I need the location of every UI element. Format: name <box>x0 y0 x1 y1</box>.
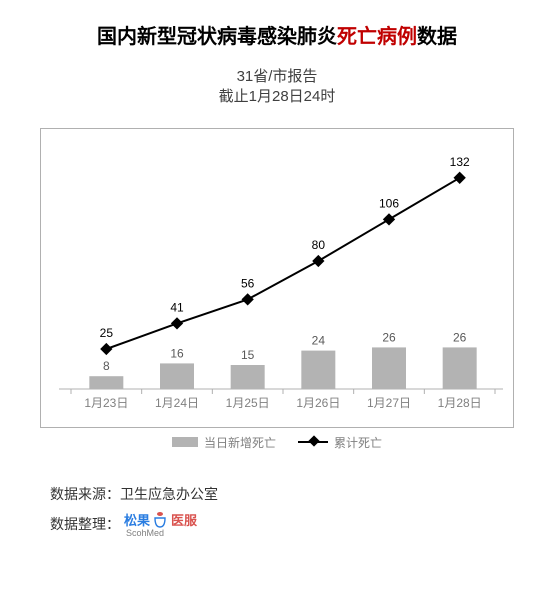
x-tick-label: 1月23日 <box>84 396 128 410</box>
subtitle-line1: 31省/市报告 <box>0 67 554 87</box>
brand-cn2: 医服 <box>171 514 197 527</box>
brand-logo: 松果 医服 ScohMed <box>124 511 197 538</box>
line-marker <box>242 293 254 305</box>
bar-label: 26 <box>382 330 396 344</box>
line-label: 132 <box>450 154 470 168</box>
bar <box>301 350 335 388</box>
title-highlight: 死亡病例 <box>337 26 417 48</box>
line-marker <box>171 317 183 329</box>
legend-line-swatch <box>298 435 328 449</box>
bar-label: 8 <box>103 359 110 373</box>
brand-cup-icon <box>152 511 168 529</box>
bar-label: 26 <box>453 330 467 344</box>
footer-source: 数据来源： 卫生应急办公室 <box>50 479 554 510</box>
bar-label: 24 <box>312 333 326 347</box>
title-suffix: 数据 <box>417 26 457 48</box>
line-label: 41 <box>170 300 184 314</box>
x-tick-label: 1月27日 <box>367 396 411 410</box>
footer-source-value: 卫生应急办公室 <box>120 479 218 510</box>
line-marker <box>383 213 395 225</box>
line-series <box>106 177 459 348</box>
brand-sub: ScohMed <box>126 529 197 538</box>
x-tick-label: 1月24日 <box>155 396 199 410</box>
bar <box>443 347 477 389</box>
legend-line-label: 累计死亡 <box>334 434 382 451</box>
line-label: 106 <box>379 196 399 210</box>
chart-container: 8 16 15 24 26 26 25 41 56 80 106 132 1月23日 1月24日 1月25日… <box>40 128 514 451</box>
line-label: 80 <box>312 238 326 252</box>
legend-bar-swatch <box>172 437 198 447</box>
x-tick-label: 1月25日 <box>226 396 270 410</box>
x-tick-label: 1月26日 <box>296 396 340 410</box>
bar <box>372 347 406 389</box>
legend-bar: 当日新增死亡 <box>172 434 276 451</box>
line-label: 56 <box>241 276 255 290</box>
chart-plot-area: 8 16 15 24 26 26 25 41 56 80 106 132 1月23日 1月24日 1月25日… <box>40 128 514 428</box>
footer: 数据来源： 卫生应急办公室 数据整理： 松果 医服 ScohMed <box>50 479 554 541</box>
legend: 当日新增死亡 累计死亡 <box>40 434 514 451</box>
footer-source-label: 数据来源： <box>50 479 120 510</box>
subtitle: 31省/市报告 截止1月28日24时 <box>0 67 554 108</box>
line-marker <box>312 254 324 266</box>
x-tick-label: 1月28日 <box>438 396 482 410</box>
legend-line: 累计死亡 <box>298 434 382 451</box>
line-label: 25 <box>100 326 114 340</box>
bar <box>89 376 123 389</box>
line-marker <box>100 342 112 354</box>
bar-label: 15 <box>241 348 255 362</box>
title-prefix: 国内新型冠状病毒感染肺炎 <box>97 26 337 48</box>
subtitle-line2: 截止1月28日24时 <box>0 87 554 107</box>
title: 国内新型冠状病毒感染肺炎死亡病例数据 <box>0 0 554 49</box>
brand-cn1: 松果 <box>124 514 150 527</box>
footer-org: 数据整理： 松果 医服 ScohMed <box>50 509 554 540</box>
chart-svg: 8 16 15 24 26 26 25 41 56 80 106 132 1月23日 1月24日 1月25日… <box>41 129 515 429</box>
line-marker <box>454 171 466 183</box>
bar-label: 16 <box>170 346 184 360</box>
bar <box>160 363 194 389</box>
legend-bar-label: 当日新增死亡 <box>204 434 276 451</box>
footer-org-label: 数据整理： <box>50 509 120 540</box>
bar <box>231 365 265 389</box>
